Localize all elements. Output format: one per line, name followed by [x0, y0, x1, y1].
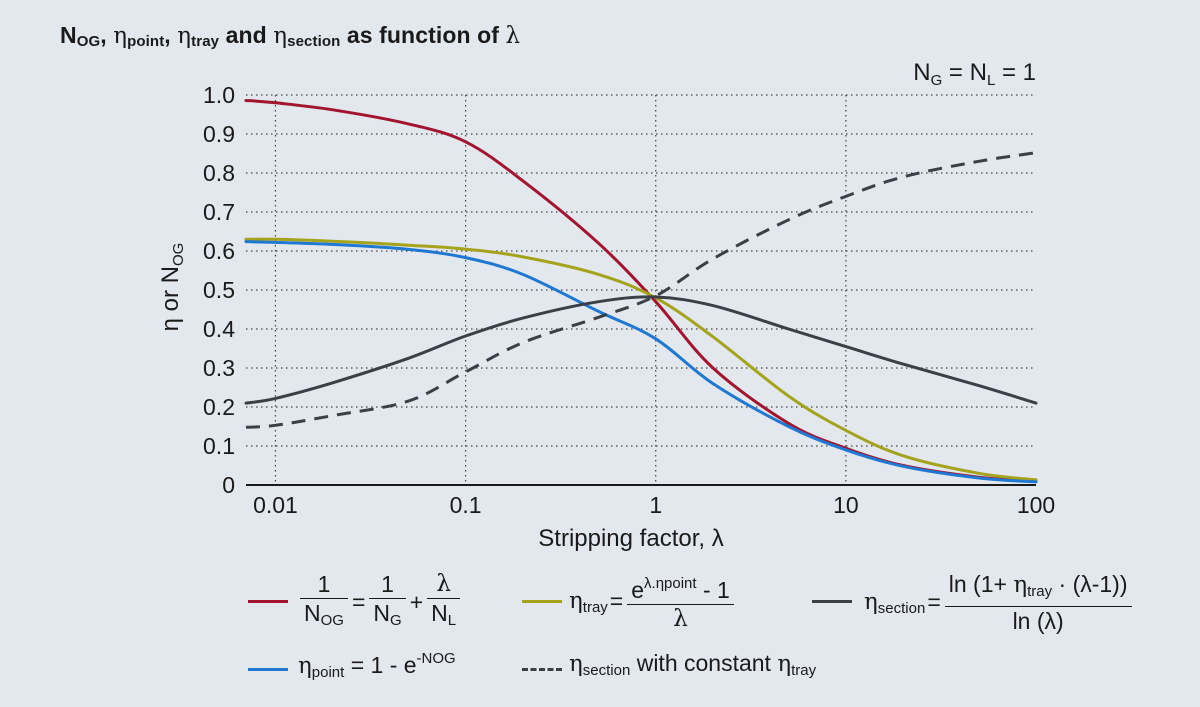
y-tick-label: 0.1: [203, 433, 235, 459]
y-tick-label: 1.0: [203, 82, 235, 108]
y-tick-label: 0.8: [203, 160, 235, 186]
y-tick-label: 0.6: [203, 238, 235, 264]
legend-item-section: ηsection= ln (1+ ηtray · (λ-1)) ln (λ): [812, 570, 1134, 635]
legend-swatch-nog: [248, 600, 288, 603]
legend-item-nog: 1 NOG = 1 NG + λ NL: [248, 570, 462, 635]
y-tick-label: 0.5: [203, 277, 235, 303]
legend-swatch-point: [248, 668, 288, 671]
y-tick-label: 0.9: [203, 121, 235, 147]
chart-title: NOG, ηpoint, ηtray and ηsection as funct…: [60, 22, 521, 50]
legend-nog-frac3: λ NL: [427, 570, 461, 635]
series-line-section_const: [245, 151, 1037, 429]
tick-labels: 0 0.1 0.2 0.3 0.4 0.5 0.6 0.7 0.8 0.9 1.0 0.01 0.1 1 1…: [203, 82, 1055, 518]
annotation-ng-nl: NG = NL = 1: [913, 59, 1036, 89]
series-line-point: [244, 240, 1038, 484]
y-tick-label: 0.7: [203, 199, 235, 225]
legend-swatch-tray: [522, 600, 562, 603]
y-axis-label: η or NOG: [157, 243, 187, 332]
series-line-tray: [244, 237, 1038, 482]
legend-swatch-section-const: [522, 668, 562, 671]
y-tick-label: 0: [222, 472, 235, 498]
series-lines: [244, 99, 1038, 484]
x-tick-label: 10: [833, 492, 859, 518]
x-tick-label: 1: [649, 492, 662, 518]
legend-section-frac: ln (1+ ηtray · (λ-1)) ln (λ): [944, 570, 1132, 635]
x-tick-label: 0.1: [450, 492, 482, 518]
series-line-section: [244, 295, 1038, 405]
y-tick-label: 0.4: [203, 316, 235, 342]
y-tick-label: 0.3: [203, 355, 235, 381]
legend-nog-frac1: 1 NOG: [300, 570, 348, 635]
legend-swatch-section: [812, 600, 852, 603]
x-tick-label: 0.01: [253, 492, 298, 518]
y-tick-label: 0.2: [203, 394, 235, 420]
legend-item-section-const: ηsection with constant ηtray: [522, 650, 816, 679]
legend-item-point: ηpoint = 1 - e-NOG: [248, 650, 456, 681]
x-tick-label: 100: [1017, 492, 1055, 518]
x-axis-label: Stripping factor, λ: [538, 525, 723, 552]
legend-nog-frac2: 1 NG: [369, 570, 406, 635]
